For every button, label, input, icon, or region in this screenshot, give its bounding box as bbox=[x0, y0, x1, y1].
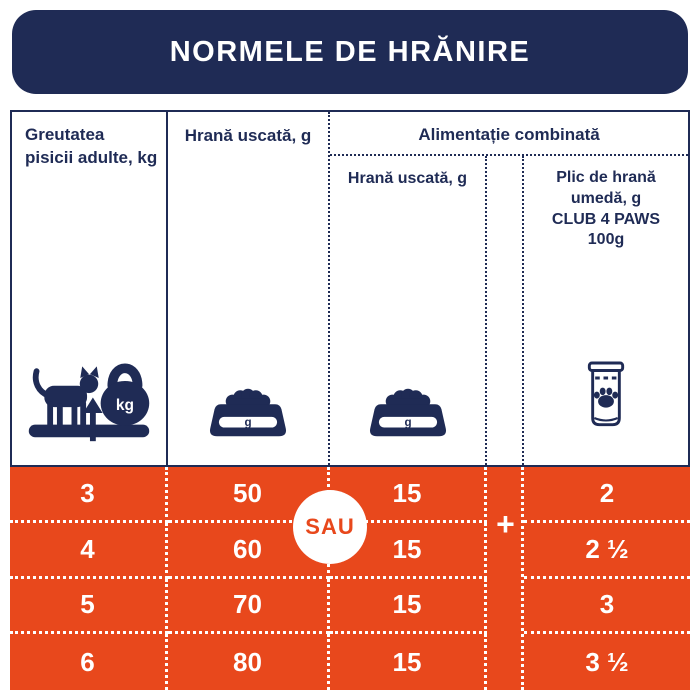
weight-value: 3 bbox=[10, 467, 168, 523]
column-dry-food: Hrană uscată, g g bbox=[168, 112, 330, 465]
combo-dry-header: Hrană uscată, g bbox=[347, 170, 468, 187]
plus-divider-strip bbox=[487, 156, 524, 465]
weight-value: 4 bbox=[10, 522, 168, 579]
combo-bowl-icon-box: g bbox=[330, 381, 485, 465]
subcolumn-wet-pouch: Plic de hrană umedă, g CLUB 4 PAWS 100g bbox=[524, 156, 688, 465]
paw-print-icon bbox=[593, 387, 619, 408]
column-cat-weight: Greutatea pisicii adulte, kg bbox=[12, 112, 168, 465]
combo-dry-value: 15 bbox=[330, 467, 487, 523]
feeding-table-values: 3 50 15 2 4 60 15 2 ½ 5 70 15 3 6 80 15 … bbox=[10, 467, 690, 690]
combo-dry-value: 15 bbox=[330, 578, 487, 635]
dry-food-column-header: Hrană uscată, g bbox=[184, 126, 312, 145]
dry-bowl-icon-box: g bbox=[168, 381, 328, 465]
combined-feeding-header: Alimentație combinată bbox=[330, 112, 688, 156]
dry-value: 70 bbox=[168, 578, 330, 635]
weight-value: 5 bbox=[10, 578, 168, 635]
cat-on-scale-icon: kg bbox=[28, 363, 150, 442]
plus-sign: + bbox=[496, 505, 515, 542]
wet-food-pouch-icon bbox=[587, 361, 625, 427]
title-banner: NORMELE DE HRĂNIRE bbox=[12, 10, 688, 94]
g-unit-label: g bbox=[244, 416, 251, 429]
weight-value: 6 bbox=[10, 634, 168, 690]
wet-value: 3 ½ bbox=[585, 646, 629, 677]
wet-pouch-header: Plic de hrană umedă, g CLUB 4 PAWS 100g bbox=[551, 169, 661, 249]
or-badge: SAU bbox=[293, 490, 367, 564]
wet-value: 2 ½ bbox=[524, 523, 690, 579]
combo-dry-value: 15 bbox=[330, 522, 487, 579]
dry-value: 60 bbox=[168, 522, 330, 579]
feeding-table-header: Greutatea pisicii adulte, kg bbox=[10, 110, 690, 467]
wet-value: 3 bbox=[524, 579, 690, 635]
or-label: SAU bbox=[305, 514, 355, 539]
cat-weight-icon-box: kg bbox=[12, 345, 166, 465]
kg-unit-label: kg bbox=[116, 397, 134, 414]
food-bowl-icon: g bbox=[369, 388, 446, 437]
dry-value: 80 bbox=[168, 634, 330, 690]
g-unit-label: g bbox=[404, 416, 411, 429]
pouch-icon-box bbox=[524, 357, 688, 465]
weight-column-header: Greutatea pisicii adulte, kg bbox=[25, 125, 158, 167]
subcolumn-combo-dry: Hrană uscată, g g bbox=[330, 156, 487, 465]
food-bowl-icon: g bbox=[210, 388, 286, 437]
wet-value: 2 bbox=[524, 467, 690, 523]
plus-strip bbox=[487, 467, 524, 690]
page-title: NORMELE DE HRĂNIRE bbox=[169, 35, 531, 68]
combo-dry-value: 15 bbox=[330, 634, 487, 690]
